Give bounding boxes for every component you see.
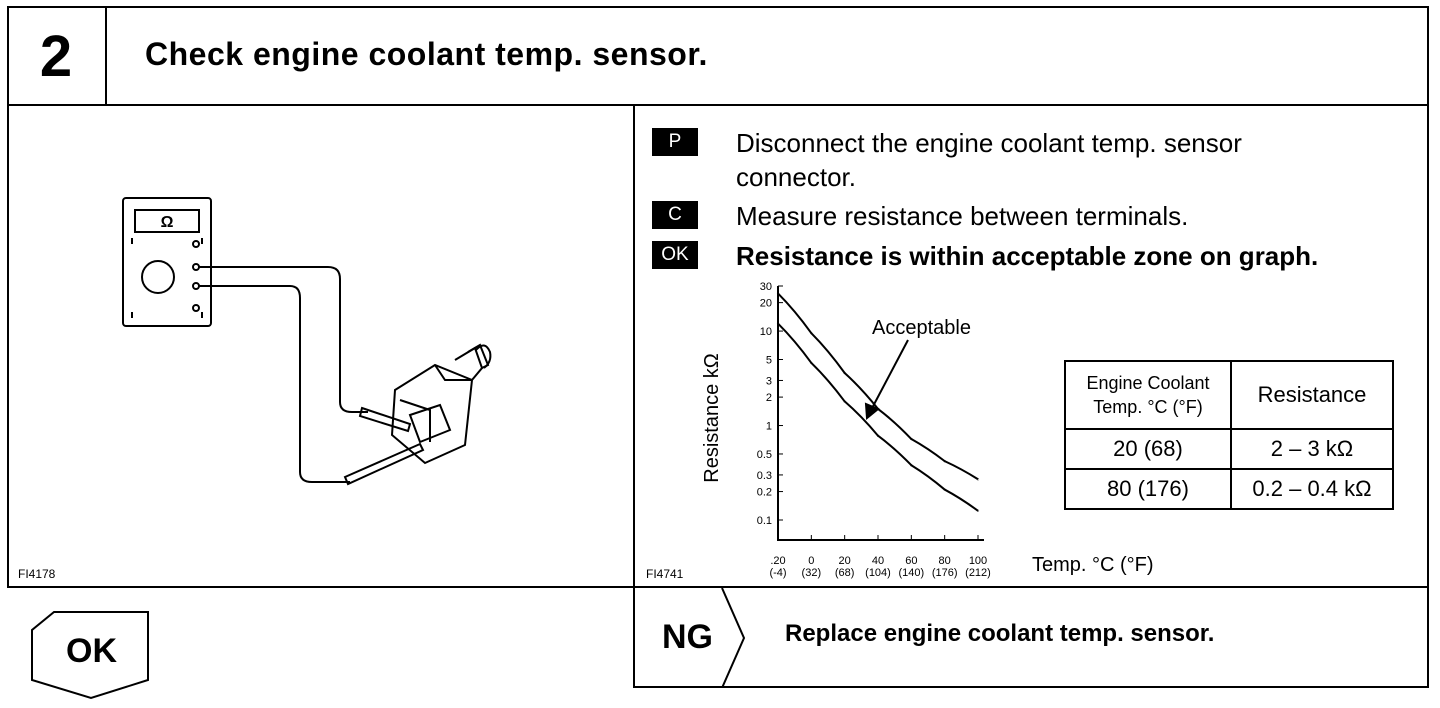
ok-arrow-icon (31, 611, 149, 700)
y-tick-label: 10 (760, 326, 772, 338)
ohmmeter-sensor-illustration: Ω (122, 197, 492, 486)
figure-code-left: FI4178 (18, 567, 56, 581)
x-tick-label: 100 (969, 555, 987, 567)
table-header-resistance: Resistance (1230, 360, 1394, 430)
x-tick-label: .20 (770, 555, 785, 567)
x-tick-label-f: (32) (802, 567, 822, 579)
y-tick-label: 0.3 (757, 470, 772, 482)
panel-divider (633, 104, 635, 588)
tag-c: C (652, 201, 698, 229)
instruction-c: Measure resistance between terminals. (736, 201, 1189, 231)
table-row: 20 (68) 2 – 3 kΩ (1064, 428, 1394, 470)
ng-result-box (633, 588, 1429, 688)
x-tick-label-f: (212) (965, 567, 991, 579)
chart-annotation-acceptable: Acceptable (872, 317, 971, 339)
y-tick-label: 30 (760, 281, 772, 293)
test-lead-wires (199, 266, 368, 483)
table-cell-temp: 80 (176) (1064, 468, 1232, 510)
instruction-p-line1: Disconnect the engine coolant temp. sens… (736, 128, 1242, 158)
instruction-p-line2: connector. (736, 162, 856, 192)
y-tick-label: 3 (766, 375, 772, 387)
ohmmeter-icon (122, 197, 212, 327)
ng-chevron-icon (721, 588, 746, 688)
chart-y-axis-label: Resistance kΩ (701, 353, 723, 482)
instruction-ok: Resistance is within acceptable zone on … (736, 241, 1319, 271)
figure-code-right: FI4741 (646, 567, 684, 581)
ng-label: NG (662, 618, 713, 656)
table-cell-temp: 20 (68) (1064, 428, 1232, 470)
tag-ok: OK (652, 241, 698, 269)
x-tick-label-f: (104) (865, 567, 891, 579)
y-tick-label: 0.2 (757, 487, 772, 499)
y-tick-label: 5 (766, 355, 772, 367)
header-divider (7, 104, 1429, 106)
step-number: 2 (7, 6, 107, 106)
step-title: Check engine coolant temp. sensor. (145, 36, 708, 72)
chart-series-line-lower (777, 322, 979, 512)
table-cell-resistance: 0.2 – 0.4 kΩ (1230, 468, 1394, 510)
y-tick-label: 0.5 (757, 449, 772, 461)
step-frame (7, 6, 1429, 588)
x-tick-label-f: (140) (898, 567, 924, 579)
y-tick-label: 0.1 (757, 515, 772, 527)
ok-label: OK (66, 632, 117, 670)
spec-table: Engine Coolant Temp. °C (°F) Resistance … (1064, 360, 1394, 510)
table-header-temp: Engine Coolant Temp. °C (°F) (1064, 360, 1232, 430)
y-tick-label: 1 (766, 421, 772, 433)
x-tick-label-f: (-4) (769, 567, 786, 579)
chart-x-axis-label: Temp. °C (°F) (1032, 554, 1154, 576)
x-tick-label-f: (68) (835, 567, 855, 579)
x-tick-label: 20 (839, 555, 851, 567)
coolant-sensor-icon (390, 343, 492, 465)
y-tick-label: 20 (760, 298, 772, 310)
x-tick-label: 0 (808, 555, 814, 567)
table-cell-resistance: 2 – 3 kΩ (1230, 428, 1394, 470)
y-tick-label: 2 (766, 392, 772, 404)
ng-action: Replace engine coolant temp. sensor. (785, 620, 1215, 647)
x-tick-label: 60 (905, 555, 917, 567)
annotation-arrow (864, 339, 909, 420)
table-row: 80 (176) 0.2 – 0.4 kΩ (1064, 468, 1394, 510)
ohm-symbol: Ω (161, 214, 174, 231)
tag-p: P (652, 128, 698, 156)
x-tick-label: 80 (939, 555, 951, 567)
x-tick-label: 40 (872, 555, 884, 567)
x-tick-label-f: (176) (932, 567, 958, 579)
